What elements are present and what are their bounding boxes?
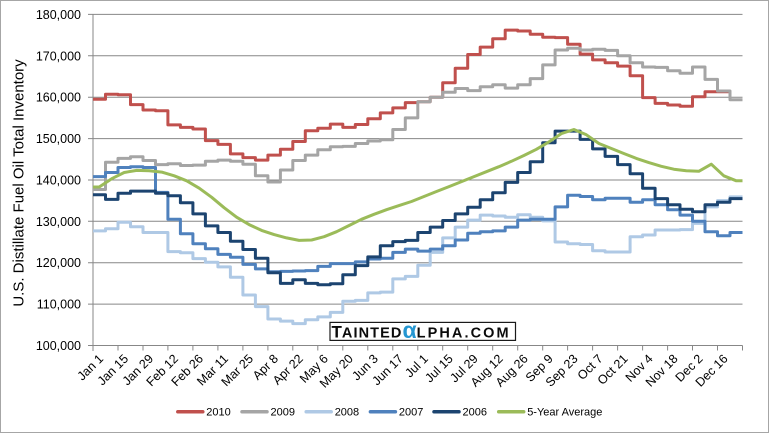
svg-text:180,000: 180,000 <box>36 8 81 22</box>
svg-text:2007: 2007 <box>399 406 423 418</box>
svg-text:160,000: 160,000 <box>36 91 81 105</box>
svg-text:140,000: 140,000 <box>36 174 81 188</box>
svg-text:110,000: 110,000 <box>37 298 81 312</box>
svg-text:170,000: 170,000 <box>36 49 81 63</box>
svg-text:2008: 2008 <box>335 406 359 418</box>
svg-text:2006: 2006 <box>463 406 487 418</box>
svg-text:120,000: 120,000 <box>36 256 81 270</box>
svg-text:130,000: 130,000 <box>36 215 81 229</box>
svg-text:TAINTEDαLPHA.COM: TAINTEDαLPHA.COM <box>332 317 511 343</box>
svg-text:5-Year Average: 5-Year Average <box>527 406 602 418</box>
svg-text:U.S. Distillate Fuel Oil Total: U.S. Distillate Fuel Oil Total Inventory <box>11 59 28 307</box>
svg-text:100,000: 100,000 <box>36 339 81 353</box>
svg-text:150,000: 150,000 <box>36 132 81 146</box>
svg-text:2010: 2010 <box>206 406 230 418</box>
svg-text:2009: 2009 <box>271 406 295 418</box>
